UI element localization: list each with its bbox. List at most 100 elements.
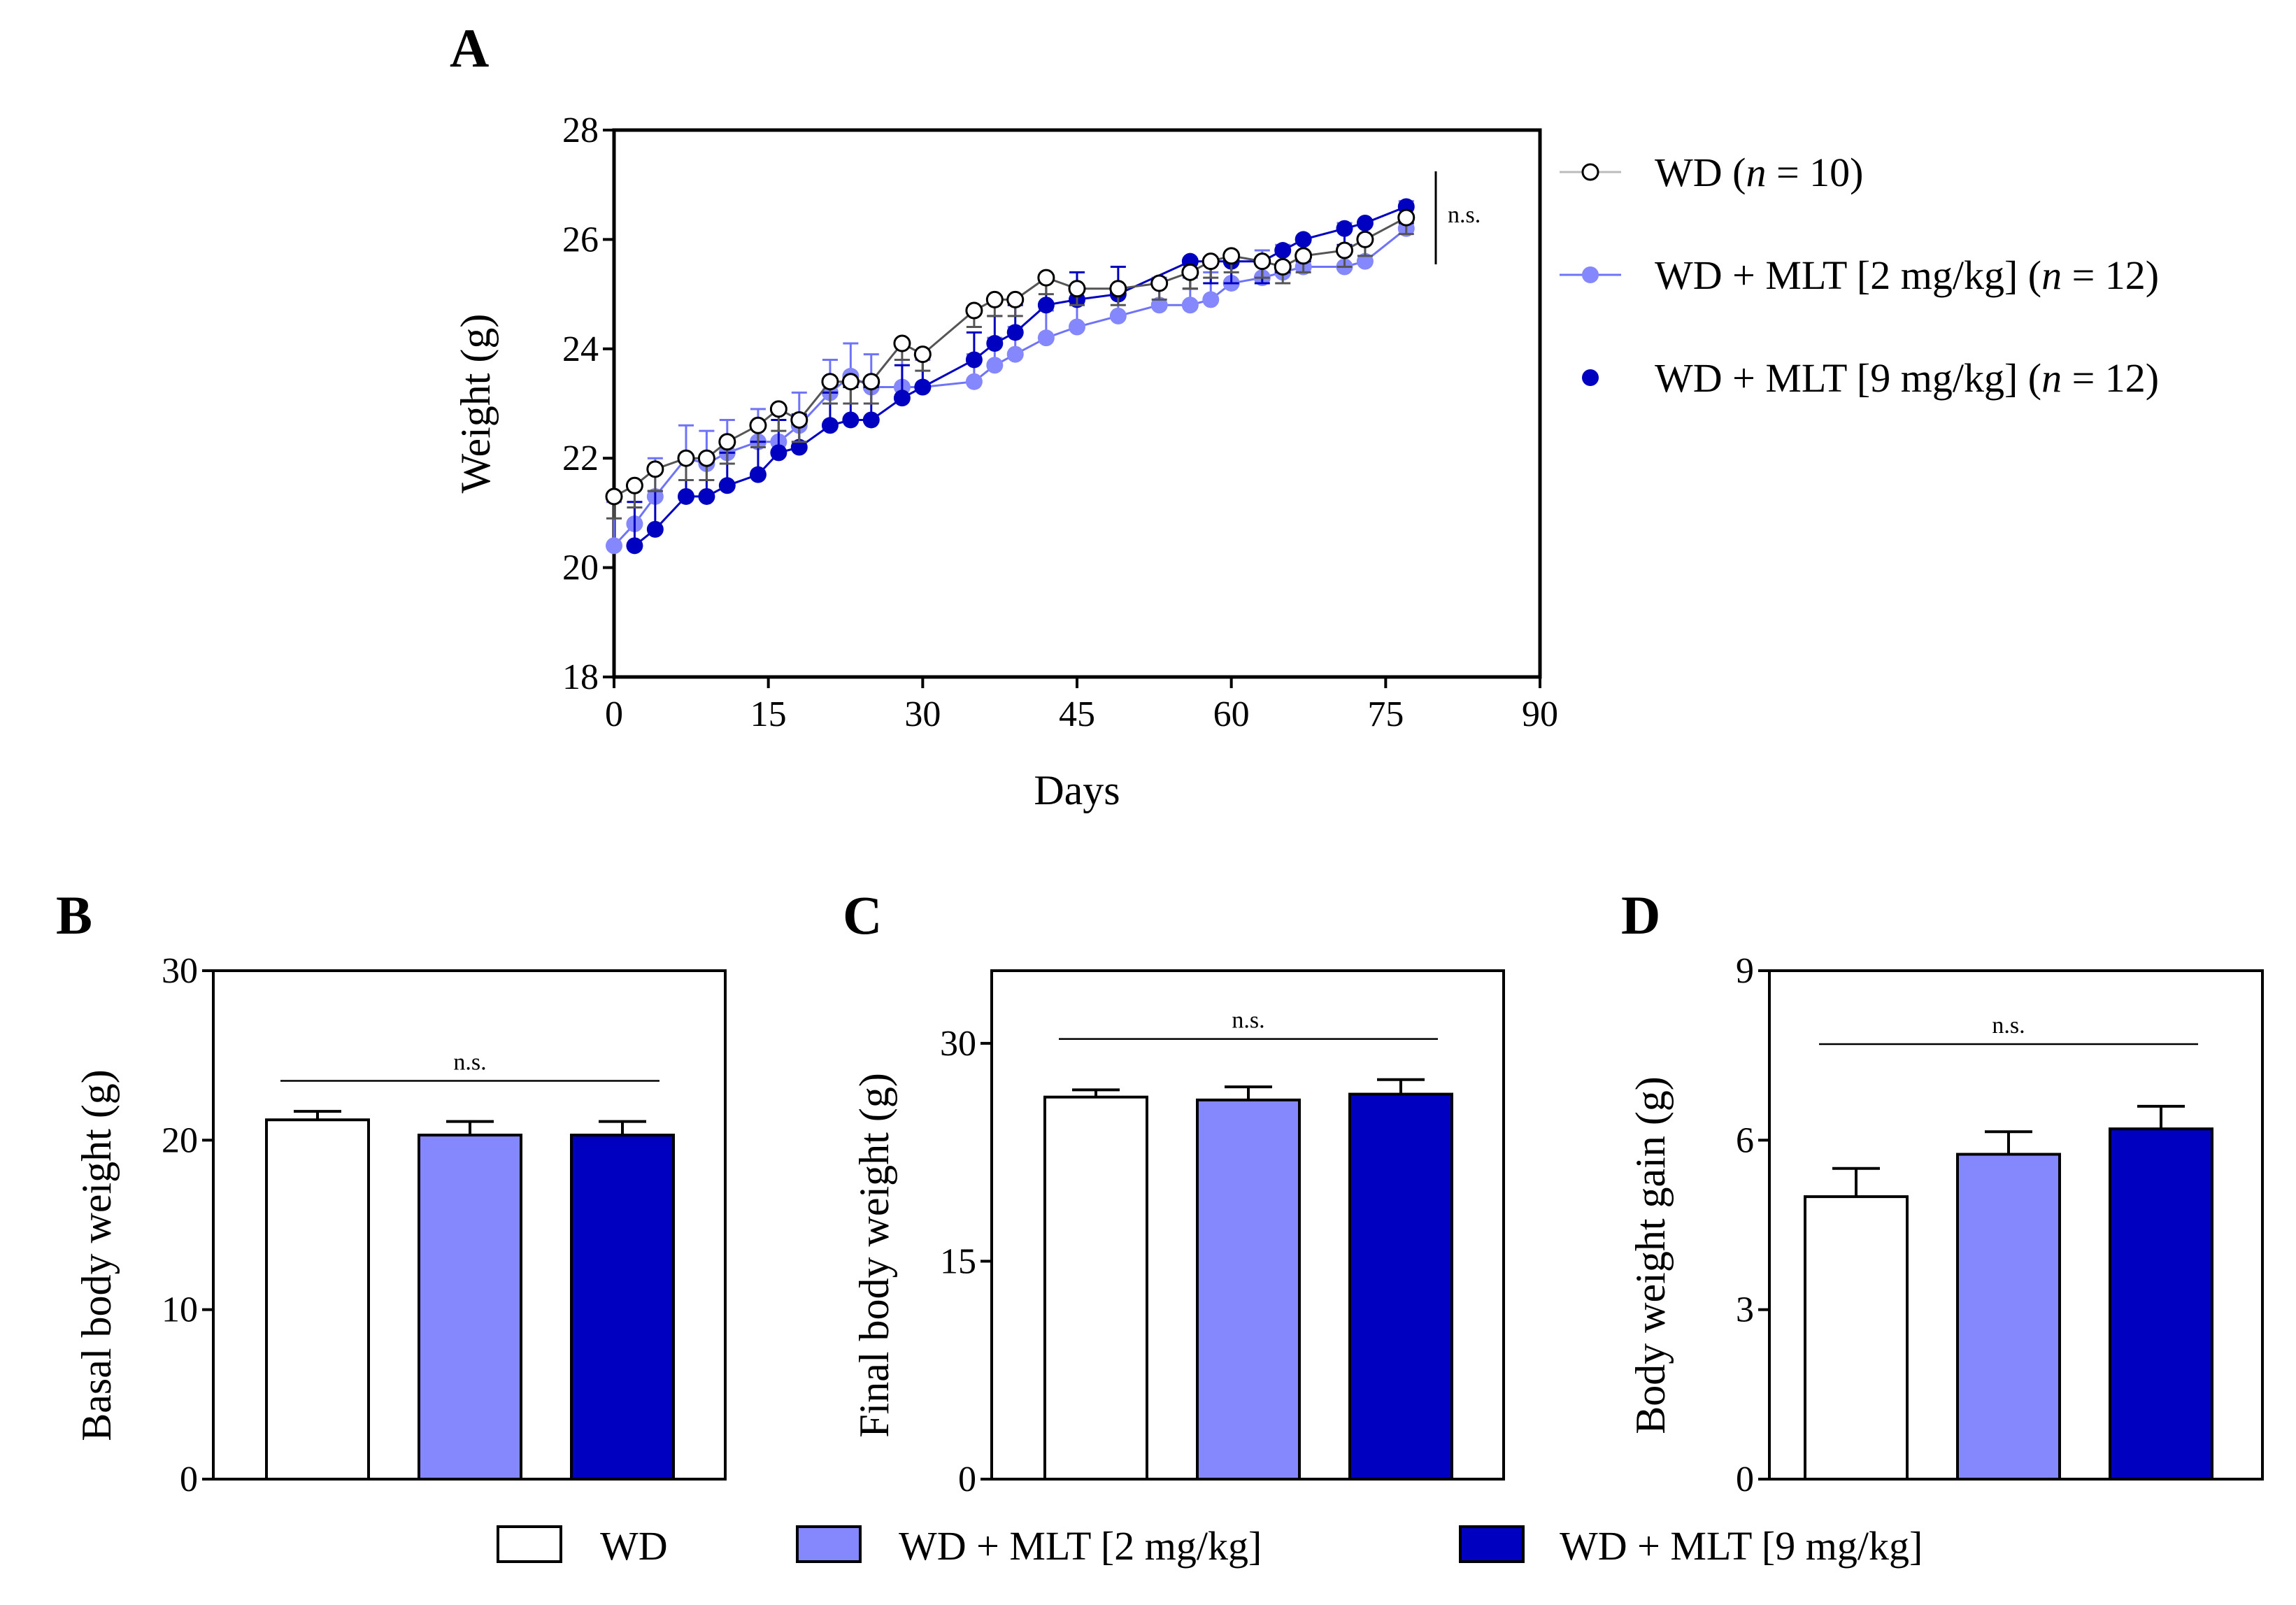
panel-a-x-ticks: 0 15 30 45 60 75 90 [605, 677, 1558, 734]
data-point-wd [1109, 280, 1127, 298]
panel-a-x-tick-label: 45 [1059, 694, 1095, 734]
legend-marker-mlt2 [1582, 266, 1599, 283]
data-point-mlt2 [606, 537, 622, 555]
data-point-mlt2 [1356, 252, 1374, 270]
panel-c-y-tick-label: 0 [958, 1460, 976, 1499]
panel-b-y-axis-label: Basal body weight (g) [73, 1069, 120, 1441]
panel-d-bar-mlt9 [2109, 1127, 2213, 1481]
panel-c-y-axis-label: Final body weight (g) [851, 1073, 897, 1438]
panel-c-letter: C [843, 885, 882, 946]
panel-d-letter: D [1621, 885, 1660, 946]
data-point-wd [1150, 274, 1169, 292]
data-point-wd [893, 334, 911, 352]
legend-label-mlt9: WD + MLT [9 mg/kg] (n = 12) [1655, 355, 2159, 401]
data-point-wd [841, 373, 860, 391]
data-point-mlt9 [965, 351, 983, 369]
data-point-mlt9 [1295, 231, 1312, 248]
data-point-mlt2 [965, 373, 983, 390]
panel-a-x-tick-label: 15 [750, 694, 787, 734]
data-point-mlt9 [677, 487, 694, 505]
data-point-mlt9 [1006, 324, 1024, 341]
data-point-mlt9 [790, 438, 808, 456]
legend-marker-mlt9 [1582, 369, 1599, 386]
data-point-mlt9 [821, 417, 839, 434]
data-point-mlt9 [862, 411, 880, 429]
panel-c-y-tick-label: 15 [940, 1241, 976, 1281]
panel-a-x-tick-label: 90 [1522, 694, 1558, 734]
data-point-mlt9 [770, 444, 787, 462]
data-point-wd [1222, 247, 1241, 265]
data-point-mlt9 [1274, 242, 1292, 259]
panel-a-x-tick-label: 75 [1367, 694, 1404, 734]
data-point-mlt9 [749, 466, 766, 483]
panel-c-ns-label: n.s. [1232, 1008, 1264, 1034]
panel-b-ns-label: n.s. [453, 1050, 486, 1076]
panel-d-bar-mlt2 [1956, 1153, 2061, 1481]
panel-a-x-axis-label: Days [1034, 767, 1120, 813]
data-point-wd [718, 433, 736, 451]
data-point-wd [1006, 290, 1025, 308]
legend-item-wd: WD (n = 10) [1560, 150, 1863, 195]
data-point-mlt9 [718, 477, 736, 494]
data-point-wd [1356, 230, 1374, 248]
bottom-legend-swatch-wd [497, 1525, 562, 1563]
data-point-wd [625, 476, 643, 494]
legend-label-wd: WD (n = 10) [1655, 150, 1863, 195]
panel-a-ns-label: n.s. [1448, 202, 1481, 228]
data-point-wd [769, 400, 787, 418]
panel-a-y-ticks: 18 20 22 24 26 28 [562, 110, 614, 697]
data-point-mlt9 [986, 334, 1004, 352]
data-point-mlt2 [1037, 329, 1055, 347]
panel-c-plot: 0 15 30 n.s. [940, 969, 1505, 1499]
data-point-wd [1253, 252, 1271, 271]
data-point-wd [646, 460, 664, 478]
data-point-mlt9 [842, 411, 860, 429]
panel-b-bar-wd [265, 1118, 370, 1481]
data-point-wd [1295, 247, 1313, 265]
panel-b-y-tick-label: 30 [162, 951, 198, 991]
panel-b-y-tick-label: 20 [162, 1120, 198, 1160]
data-point-mlt2 [1069, 318, 1085, 336]
panel-d-ns-label: n.s. [1992, 1013, 2025, 1039]
data-point-mlt2 [1109, 307, 1127, 324]
legend-item-mlt9: WD + MLT [9 mg/kg] (n = 12) [1582, 355, 2159, 401]
panel-c-bar-chart: C Final body weight (g) 0 15 30 n.s. [843, 885, 1505, 1499]
data-point-mlt2 [1150, 297, 1168, 314]
panel-d-bar-wd [1804, 1195, 1909, 1481]
data-point-wd [749, 416, 767, 434]
panel-b-y-tick-label: 0 [180, 1460, 198, 1499]
panel-a-y-axis-label: Weight (g) [452, 314, 499, 494]
panel-a-x-tick-label: 0 [605, 694, 623, 734]
data-point-mlt9 [626, 537, 643, 555]
panel-d-y-tick-label: 0 [1736, 1460, 1754, 1499]
data-point-wd [821, 373, 839, 391]
panel-a-y-tick-label: 24 [562, 329, 599, 369]
data-point-mlt2 [1202, 291, 1220, 308]
panel-b-bar-mlt9 [570, 1134, 675, 1481]
panel-b-bar-chart: B Basal body weight (g) 0 10 20 30 n.s. [56, 885, 727, 1499]
data-point-mlt9 [1336, 220, 1353, 237]
data-point-wd [605, 487, 623, 506]
data-point-wd [1181, 263, 1199, 281]
panel-d-plot: 0 3 6 9 n.s. [1736, 951, 2264, 1499]
data-point-wd [913, 345, 932, 364]
bottom-legend: WD WD + MLT [2 mg/kg] WD + MLT [9 mg/kg] [497, 1523, 1923, 1569]
legend-label-mlt2: WD + MLT [2 mg/kg] (n = 12) [1655, 252, 2159, 298]
panel-a-y-tick-label: 28 [562, 110, 599, 150]
data-point-mlt9 [1356, 214, 1374, 231]
data-point-wd [862, 373, 880, 391]
panel-b-bar-mlt2 [418, 1134, 522, 1481]
panel-c-bar-mlt2 [1196, 1098, 1301, 1481]
panel-b-y-tick-label: 10 [162, 1290, 198, 1330]
panel-a-legend: WD (n = 10) WD + MLT [2 mg/kg] (n = 12) … [1560, 150, 2159, 401]
data-point-wd [790, 411, 808, 429]
data-point-mlt2 [1181, 297, 1199, 314]
series-line-mlt9 [634, 206, 1407, 547]
data-point-mlt9 [1037, 297, 1055, 314]
data-point-wd [1202, 252, 1220, 271]
panel-a-x-tick-label: 60 [1213, 694, 1250, 734]
panel-a-y-tick-label: 18 [562, 657, 599, 697]
panel-d-y-tick-label: 9 [1736, 951, 1754, 991]
data-point-wd [985, 290, 1004, 308]
